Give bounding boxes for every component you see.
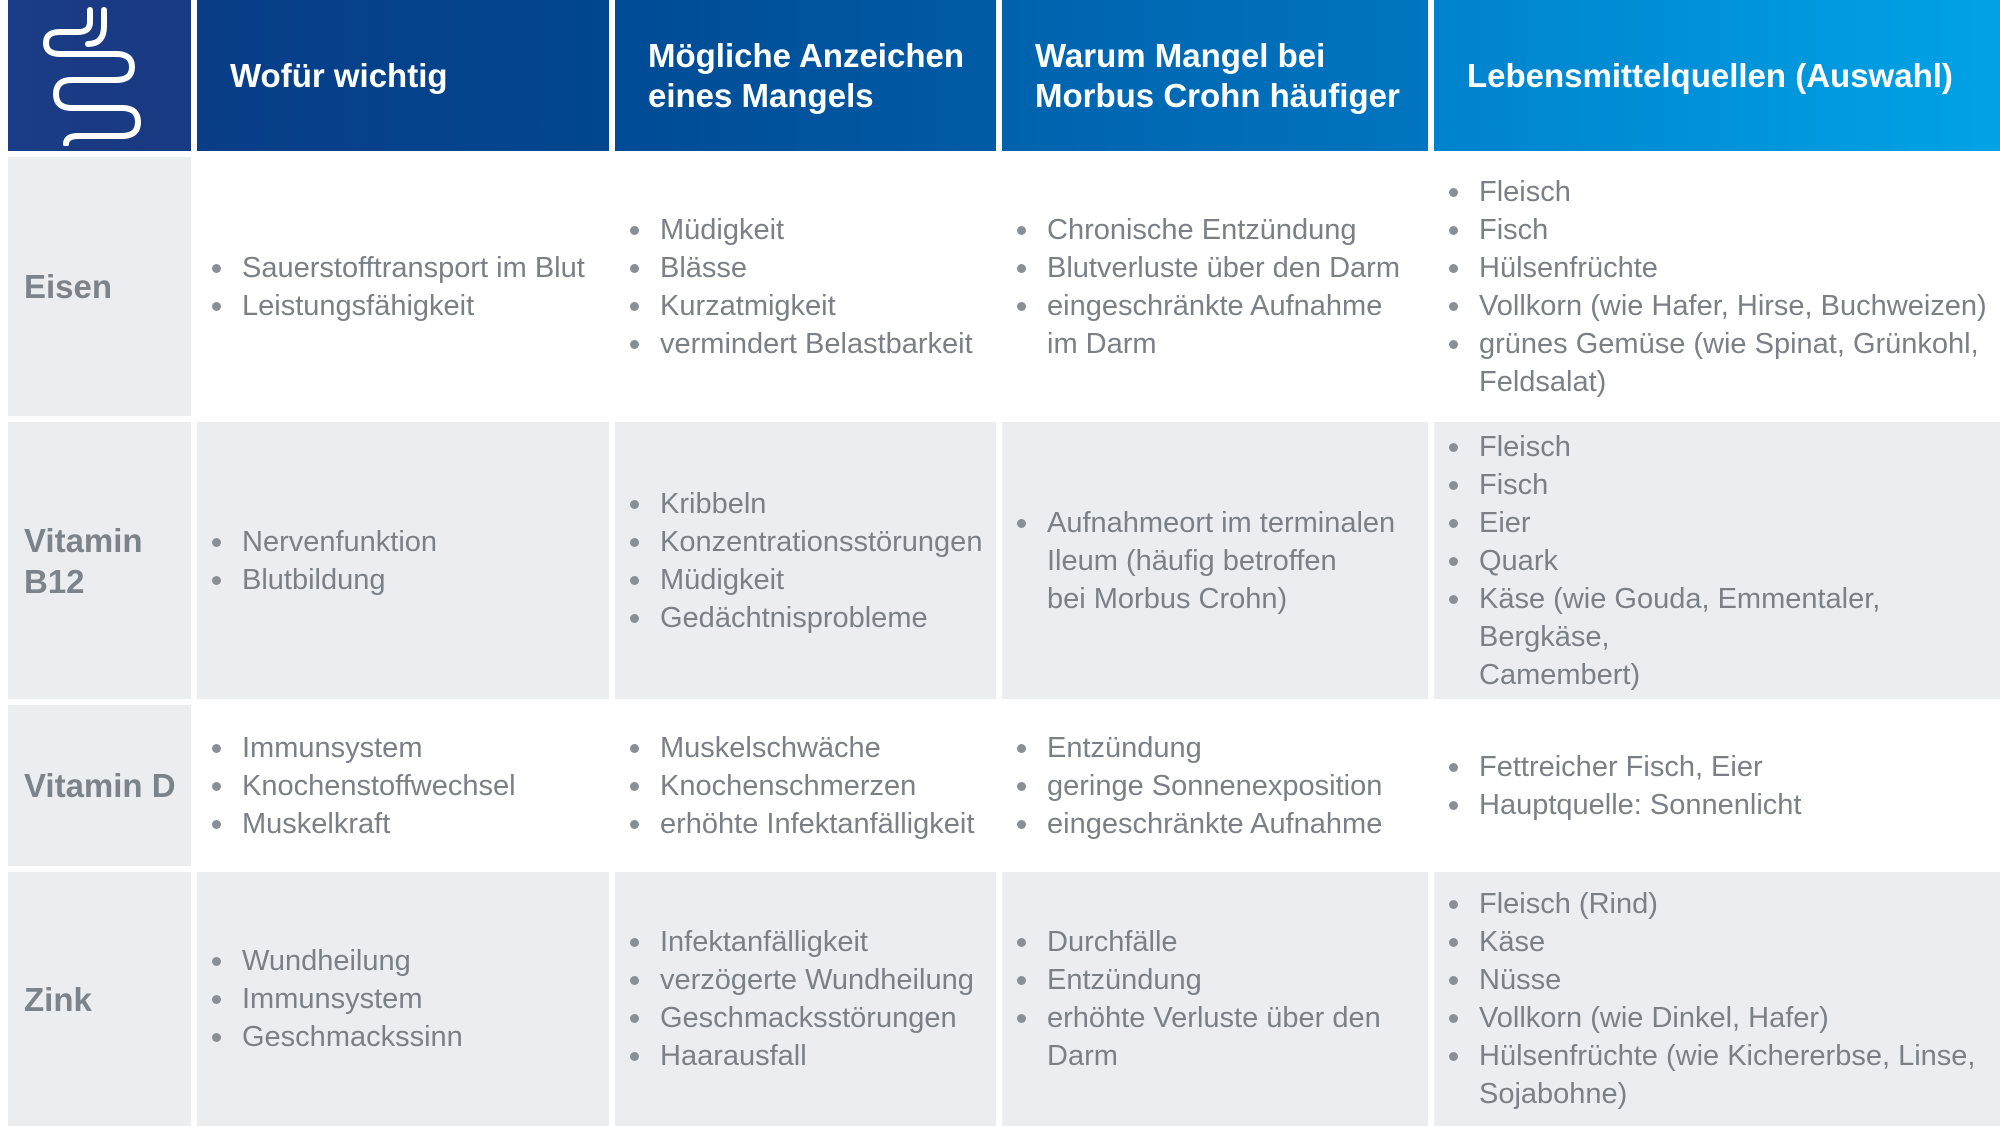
vitd-importance: Immunsystem Knochenstoffwechsel Muskelkr…	[197, 705, 609, 866]
header-sources-label: Lebensmittelquellen (Auswahl)	[1467, 56, 1953, 94]
list-item: Fleisch	[1449, 173, 1987, 211]
list-item: Wundheilung	[212, 942, 463, 980]
header-signs: Mögliche Anzeichen eines Mangels	[615, 0, 996, 151]
row-label-eisen: Eisen	[8, 157, 191, 416]
list-item: Fleisch	[1449, 428, 2000, 466]
vitd-sources: Fettreicher Fisch, Eier Hauptquelle: Son…	[1434, 705, 2000, 866]
b12-signs: Kribbeln Konzentrationsstörungen Müdigke…	[615, 422, 996, 699]
eisen-sources: Fleisch Fisch Hülsenfrüchte Vollkorn (wi…	[1434, 157, 2000, 416]
list-item: Hülsenfrüchte	[1449, 249, 1987, 287]
list-item: Knochenschmerzen	[630, 767, 974, 805]
list-item: Geschmackssinn	[212, 1018, 463, 1056]
list-item: Nervenfunktion	[212, 523, 437, 561]
zink-sources: Fleisch (Rind) Käse Nüsse Vollkorn (wie …	[1434, 872, 2000, 1126]
list-item: Hülsenfrüchte (wie Kichererbse, Linse, S…	[1449, 1037, 1975, 1113]
list-item: Gedächtnisprobleme	[630, 599, 982, 637]
list-item: Immunsystem	[212, 729, 516, 767]
nutrient-name: Vitamin D	[24, 767, 176, 804]
list-item: Entzündung	[1017, 961, 1381, 999]
vitd-signs: Muskelschwäche Knochenschmerzen erhöhte …	[615, 705, 996, 866]
list-item: Chronische Entzündung	[1017, 211, 1400, 249]
b12-reasons: Aufnahmeort im terminalen Ileum (häufig …	[1002, 422, 1428, 699]
list-item: Nüsse	[1449, 961, 1975, 999]
list-item: erhöhte Infektanfälligkeit	[630, 805, 974, 843]
row-label-zink: Zink	[8, 872, 191, 1126]
list-item: Kurzatmigkeit	[630, 287, 973, 325]
list-item: grünes Gemüse (wie Spinat, Grünkohl, Fel…	[1449, 325, 1987, 401]
eisen-signs: Müdigkeit Blässe Kurzatmigkeit verminder…	[615, 157, 996, 416]
list-item: Quark	[1449, 542, 2000, 580]
header-importance-label: Wofür wichtig	[230, 56, 448, 94]
list-item: Haarausfall	[630, 1037, 974, 1075]
row-label-vitamin-b12: Vitamin B12	[8, 422, 191, 699]
zink-importance: Wundheilung Immunsystem Geschmackssinn	[197, 872, 609, 1126]
list-item: Kribbeln	[630, 485, 982, 523]
list-item: geringe Sonnenexposition	[1017, 767, 1382, 805]
list-item: Leistungsfähigkeit	[212, 287, 585, 325]
list-item: Knochenstoffwechsel	[212, 767, 516, 805]
list-item: Blutbildung	[212, 561, 437, 599]
list-item: verzögerte Wundheilung	[630, 961, 974, 999]
list-item: Blässe	[630, 249, 973, 287]
list-item: Entzündung	[1017, 729, 1382, 767]
header-importance: Wofür wichtig	[197, 0, 609, 151]
list-item: Fettreicher Fisch, Eier	[1449, 748, 1801, 786]
list-item: Aufnahmeort im terminalen Ileum (häufig …	[1017, 504, 1395, 618]
row-label-vitamin-d: Vitamin D	[8, 705, 191, 866]
b12-sources: Fleisch Fisch Eier Quark Käse (wie Gouda…	[1434, 422, 2000, 699]
list-item: Geschmacksstörungen	[630, 999, 974, 1037]
list-item: Eier	[1449, 504, 2000, 542]
list-item: Immunsystem	[212, 980, 463, 1018]
list-item: Vollkorn (wie Dinkel, Hafer)	[1449, 999, 1975, 1037]
list-item: Infektanfälligkeit	[630, 923, 974, 961]
b12-importance: Nervenfunktion Blutbildung	[197, 422, 609, 699]
nutrient-table: Wofür wichtig Mögliche Anzeichen eines M…	[8, 0, 2000, 1126]
intestine-icon	[42, 6, 141, 146]
list-item: Durchfälle	[1017, 923, 1381, 961]
nutrient-name: Vitamin B12	[24, 521, 143, 600]
list-item: Vollkorn (wie Hafer, Hirse, Buchweizen)	[1449, 287, 1987, 325]
list-item: Muskelschwäche	[630, 729, 974, 767]
nutrient-name: Eisen	[24, 268, 113, 305]
list-item: eingeschränkte Aufnahme im Darm	[1017, 287, 1400, 363]
zink-reasons: Durchfälle Entzündung erhöhte Verluste ü…	[1002, 872, 1428, 1126]
list-item: Müdigkeit	[630, 561, 982, 599]
list-item: Blutverluste über den Darm	[1017, 249, 1400, 287]
header-signs-label: Mögliche Anzeichen eines Mangels	[648, 36, 964, 114]
header-reasons: Warum Mangel bei Morbus Crohn häufiger	[1002, 0, 1428, 151]
nutrient-name: Zink	[24, 980, 92, 1018]
list-item: Sauerstofftransport im Blut	[212, 249, 585, 287]
list-item: Fisch	[1449, 466, 2000, 504]
list-item: erhöhte Verluste über den Darm	[1017, 999, 1381, 1075]
list-item: Käse	[1449, 923, 1975, 961]
vitd-reasons: Entzündung geringe Sonnenexposition eing…	[1002, 705, 1428, 866]
list-item: Fleisch (Rind)	[1449, 885, 1975, 923]
list-item: eingeschränkte Aufnahme	[1017, 805, 1382, 843]
list-item: Fisch	[1449, 211, 1987, 249]
list-item: Käse (wie Gouda, Emmentaler, Bergkäse, C…	[1449, 580, 2000, 694]
zink-signs: Infektanfälligkeit verzögerte Wundheilun…	[615, 872, 996, 1126]
header-reasons-label: Warum Mangel bei Morbus Crohn häufiger	[1035, 36, 1400, 114]
header-icon-cell	[8, 0, 191, 151]
list-item: vermindert Belastbarkeit	[630, 325, 973, 363]
header-sources: Lebensmittelquellen (Auswahl)	[1434, 0, 2000, 151]
eisen-importance: Sauerstofftransport im Blut Leistungsfäh…	[197, 157, 609, 416]
list-item: Hauptquelle: Sonnenlicht	[1449, 786, 1801, 824]
list-item: Müdigkeit	[630, 211, 973, 249]
list-item: Muskelkraft	[212, 805, 516, 843]
eisen-reasons: Chronische Entzündung Blutverluste über …	[1002, 157, 1428, 416]
list-item: Konzentrationsstörungen	[630, 523, 982, 561]
